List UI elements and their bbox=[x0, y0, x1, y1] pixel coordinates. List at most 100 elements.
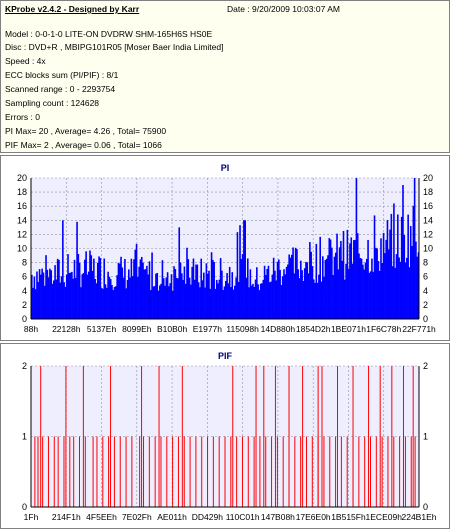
pi-bar bbox=[285, 266, 288, 319]
pi-bar bbox=[232, 289, 235, 319]
pi-bar bbox=[227, 283, 230, 319]
y-tick-label-left: 2 bbox=[22, 361, 27, 371]
pi-bar bbox=[293, 273, 296, 319]
pi-bar bbox=[151, 252, 153, 319]
x-tick-label: 7E02Fh bbox=[122, 512, 152, 522]
y-tick-label-left: 14 bbox=[17, 215, 27, 225]
pi-bar bbox=[245, 277, 248, 319]
pi-bar bbox=[146, 265, 148, 319]
app-title: KProbe v2.4.2 - Designed by Karr bbox=[5, 4, 140, 14]
pi-bar bbox=[166, 272, 169, 319]
pi-bar bbox=[389, 229, 391, 319]
pi-bar bbox=[139, 259, 142, 319]
x-tick-label: E1977h bbox=[193, 324, 223, 334]
pi-bar bbox=[371, 258, 373, 319]
pi-bar bbox=[59, 282, 62, 319]
pi-bar bbox=[117, 262, 120, 319]
pi-bar bbox=[404, 262, 407, 319]
pi-bar bbox=[271, 274, 274, 319]
pi-bar bbox=[323, 276, 325, 319]
pi-bar bbox=[71, 271, 73, 319]
x-tick-label: 1ECE09h bbox=[366, 512, 403, 522]
y-tick-label-right: 8 bbox=[423, 258, 428, 268]
pi-bar bbox=[162, 278, 165, 319]
pi-bar bbox=[42, 272, 45, 319]
pi-bar bbox=[82, 272, 85, 319]
pi-bar bbox=[346, 229, 349, 319]
x-tick-label: 4F5EEh bbox=[86, 512, 117, 522]
pi-bar bbox=[152, 286, 155, 319]
pi-bar bbox=[201, 280, 204, 319]
pi-bar bbox=[385, 239, 387, 319]
pi-bar bbox=[124, 258, 126, 319]
pi-bar bbox=[280, 285, 283, 319]
x-tick-label: 88h bbox=[24, 324, 38, 334]
pi-bar bbox=[121, 267, 124, 319]
pi-bar bbox=[68, 272, 71, 319]
pi-summary: PI Max= 20 , Average= 4.26 , Total= 7590… bbox=[5, 126, 167, 136]
pi-bar bbox=[157, 290, 160, 319]
pi-bar bbox=[387, 249, 390, 319]
pif-chart-panel: PIF 0 0 1 1 2 2 1Fh 214F1h 4F5EEh 7E02Fh AE011h DD42… bbox=[0, 343, 450, 529]
pi-bar bbox=[287, 264, 289, 319]
pi-bar bbox=[63, 282, 65, 319]
pi-bar bbox=[45, 255, 47, 319]
y-tick-label-right: 10 bbox=[423, 244, 433, 254]
pi-bar bbox=[300, 260, 302, 319]
pi-bar bbox=[143, 269, 146, 319]
pi-bar bbox=[187, 259, 190, 319]
pi-bar bbox=[312, 279, 315, 319]
pi-bar bbox=[122, 277, 125, 319]
pi-bar bbox=[261, 283, 263, 319]
pi-bar bbox=[144, 269, 147, 319]
pi-bar bbox=[301, 270, 303, 319]
pi-bar bbox=[325, 258, 328, 319]
pi-bar bbox=[116, 275, 118, 319]
pi-bar bbox=[226, 273, 228, 319]
ecc-blocks-sum: ECC blocks sum (PI/PIF) : 8/1 bbox=[5, 70, 119, 80]
pi-bar bbox=[306, 262, 309, 319]
pi-bar bbox=[113, 287, 116, 319]
pi-bar bbox=[188, 277, 191, 319]
pi-bar bbox=[265, 275, 267, 319]
pi-bar bbox=[214, 288, 217, 319]
y-tick-label-right: 4 bbox=[423, 286, 428, 296]
pi-chart: PI 0 0 2 2 4 4 6 6 8 8 10 10 12 12 14 14 16 16 18 18 20 20 88h 2… bbox=[17, 163, 436, 334]
pi-bar bbox=[391, 266, 394, 319]
y-tick-label-right: 20 bbox=[423, 173, 433, 183]
pi-bar bbox=[81, 274, 84, 319]
x-tick-label: 1F6C78h bbox=[366, 324, 401, 334]
pi-bar bbox=[267, 265, 270, 319]
pi-bar bbox=[380, 238, 382, 319]
pi-bar bbox=[407, 214, 409, 319]
pi-bar bbox=[84, 259, 86, 319]
y-tick-label-left: 10 bbox=[17, 244, 27, 254]
pi-bar bbox=[175, 277, 178, 319]
pi-bar bbox=[96, 262, 99, 319]
pi-bar bbox=[256, 267, 258, 319]
pi-bar bbox=[324, 259, 327, 319]
pi-bar bbox=[353, 240, 355, 319]
pi-bar bbox=[165, 277, 168, 319]
pi-bar bbox=[108, 276, 111, 319]
pi-bar bbox=[310, 251, 312, 319]
pi-bar bbox=[80, 287, 82, 319]
pi-bar bbox=[32, 287, 34, 319]
pi-bar bbox=[37, 282, 40, 319]
y-tick-label-left: 16 bbox=[17, 201, 27, 211]
pi-bar bbox=[195, 264, 197, 319]
y-tick-label-left: 4 bbox=[22, 286, 27, 296]
pi-bar bbox=[197, 282, 200, 319]
y-tick-label-right: 12 bbox=[423, 229, 433, 239]
pi-bar bbox=[50, 270, 52, 319]
pi-bar bbox=[98, 256, 100, 319]
pi-bar bbox=[156, 272, 159, 319]
pi-bar bbox=[109, 279, 112, 319]
pi-bar bbox=[168, 286, 170, 319]
pi-bar bbox=[378, 270, 381, 319]
pi-bar bbox=[354, 239, 356, 319]
pi-bar bbox=[360, 258, 363, 319]
pi-bar bbox=[209, 288, 212, 319]
pi-bar bbox=[235, 277, 237, 319]
pi-bar bbox=[307, 273, 310, 319]
